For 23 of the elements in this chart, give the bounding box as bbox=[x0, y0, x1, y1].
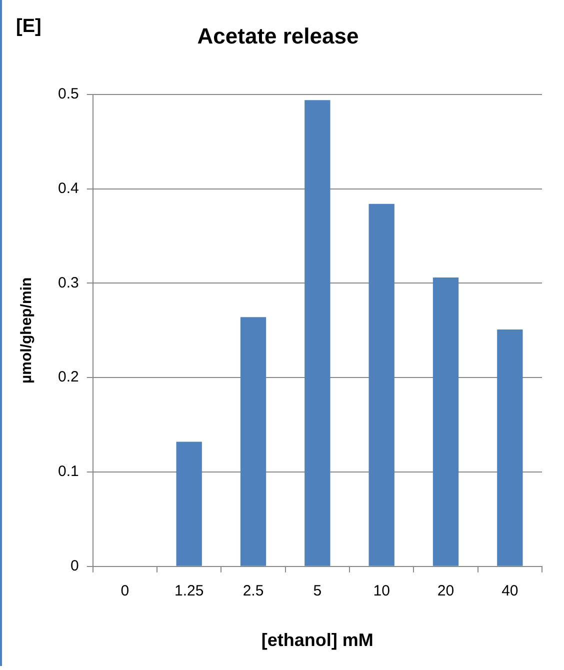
y-tick-label: 0.4 bbox=[58, 180, 79, 197]
chart-title: Acetate release bbox=[197, 23, 359, 48]
x-tick-label: 1.25 bbox=[174, 582, 204, 600]
x-tick-label: 5 bbox=[313, 582, 322, 600]
bar bbox=[432, 278, 459, 566]
bar bbox=[240, 317, 266, 566]
x-tick-label: 20 bbox=[437, 582, 454, 600]
bar bbox=[497, 329, 523, 566]
y-axis-title: µmol/ghep/min bbox=[18, 277, 36, 384]
bar bbox=[176, 442, 202, 566]
y-tick-label: 0.2 bbox=[58, 368, 79, 386]
x-tick-label: 10 bbox=[373, 582, 390, 600]
x-axis-title: [ethanol] mM bbox=[261, 630, 374, 650]
x-tick-label: 2.5 bbox=[242, 582, 264, 600]
y-tick-label: 0.3 bbox=[58, 274, 79, 292]
x-tick-label: 40 bbox=[502, 582, 518, 600]
bar bbox=[368, 204, 394, 566]
text: [E] bbox=[16, 16, 42, 38]
bar bbox=[304, 100, 330, 566]
x-tick-label: 0 bbox=[120, 582, 130, 600]
y-tick-label: 0 bbox=[70, 558, 79, 575]
y-tick-label: 0.1 bbox=[58, 463, 79, 480]
y-tick-label: 0.5 bbox=[58, 86, 79, 103]
